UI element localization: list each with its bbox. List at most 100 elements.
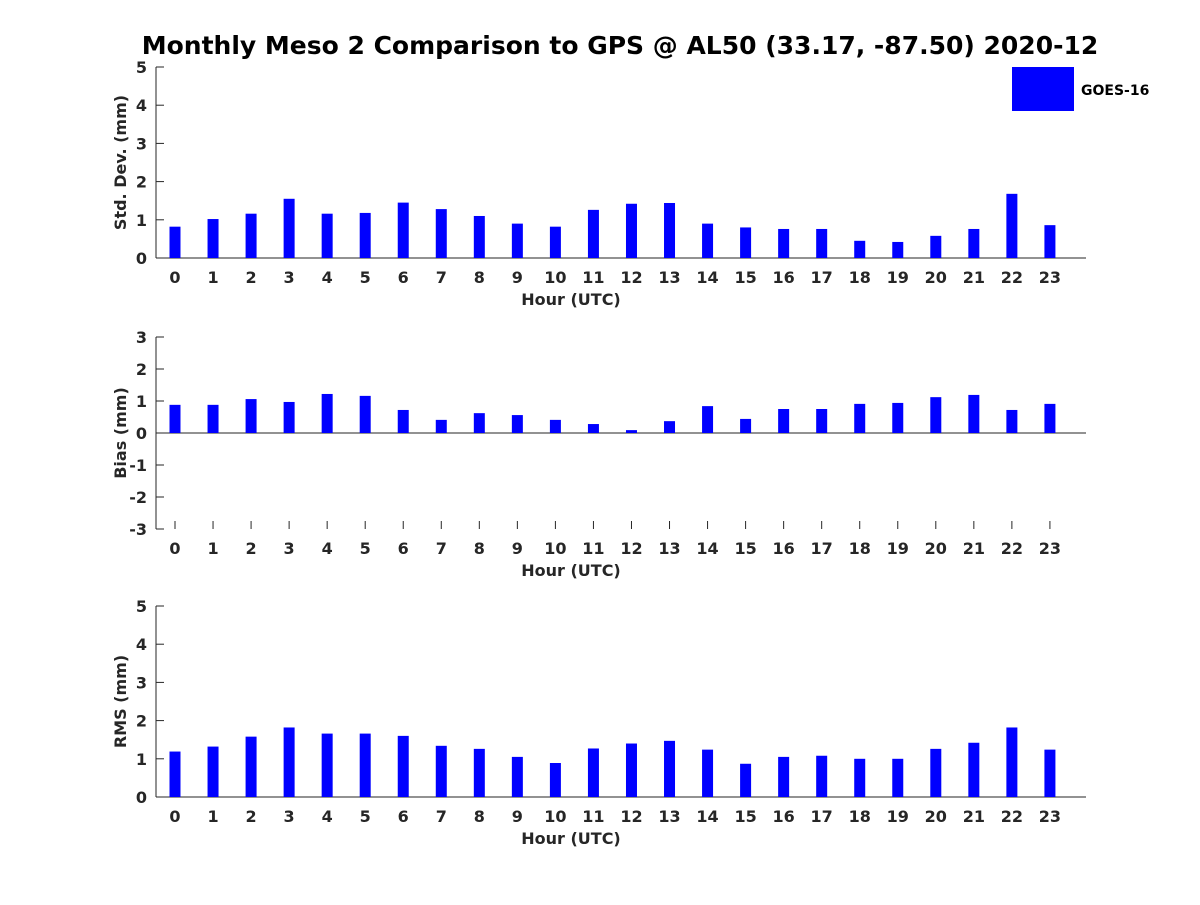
x-tick-label: 17	[811, 268, 833, 287]
x-tick-label: 17	[811, 807, 833, 826]
x-tick-label: 3	[284, 539, 295, 558]
x-tick-label: 4	[322, 539, 333, 558]
y-axis-label: RMS (mm)	[111, 655, 130, 748]
x-tick-label: 8	[474, 268, 485, 287]
x-tick-label: 19	[887, 807, 909, 826]
bar-hour-19	[892, 241, 904, 258]
bar-hour-18	[854, 240, 866, 258]
x-tick-label: 2	[246, 268, 257, 287]
bar-hour-2	[245, 736, 257, 797]
bar-hour-20	[930, 748, 942, 797]
bar-hour-17	[816, 409, 828, 433]
x-tick-label: 11	[582, 539, 604, 558]
x-tick-label: 9	[512, 539, 523, 558]
bar-hour-17	[816, 228, 828, 258]
bar-hour-16	[778, 228, 790, 258]
x-tick-label: 1	[207, 807, 218, 826]
x-tick-label: 1	[207, 539, 218, 558]
y-tick-label: 4	[136, 635, 147, 654]
y-tick-label: 5	[136, 58, 147, 77]
bar-hour-23	[1044, 749, 1056, 797]
bar-hour-14	[702, 223, 714, 258]
bar-hour-3	[283, 727, 295, 797]
bar-hour-14	[702, 749, 714, 797]
bar-hour-10	[549, 763, 561, 797]
x-tick-label: 12	[620, 539, 642, 558]
y-tick-label: 2	[136, 360, 147, 379]
series-goes-16	[169, 393, 1056, 433]
x-tick-label: 16	[773, 807, 795, 826]
x-tick-label: 14	[696, 807, 718, 826]
x-tick-label: 2	[246, 807, 257, 826]
x-tick-label: 5	[360, 539, 371, 558]
x-tick-label: 11	[582, 807, 604, 826]
bar-hour-1	[207, 219, 219, 258]
y-axis-label: Std. Dev. (mm)	[111, 95, 130, 230]
y-tick-label: 0	[136, 424, 147, 443]
bar-hour-23	[1044, 403, 1056, 433]
bar-hour-8	[473, 748, 485, 797]
bar-hour-11	[587, 424, 599, 433]
bar-hour-15	[740, 418, 752, 433]
bar-hour-1	[207, 746, 219, 797]
bar-hour-7	[435, 419, 447, 433]
bar-hour-6	[397, 409, 409, 433]
x-tick-label: 20	[925, 539, 947, 558]
bar-hour-16	[778, 756, 790, 797]
series-goes-16	[169, 193, 1056, 258]
bar-hour-9	[511, 756, 523, 797]
y-tick-label: 1	[136, 750, 147, 769]
bar-hour-19	[892, 758, 904, 797]
x-tick-label: 5	[360, 807, 371, 826]
bar-hour-5	[359, 395, 371, 433]
x-tick-label: 7	[436, 539, 447, 558]
bar-hour-5	[359, 733, 371, 797]
x-tick-label: 15	[734, 268, 756, 287]
x-tick-label: 6	[398, 268, 409, 287]
bar-hour-9	[511, 223, 523, 258]
x-tick-label: 18	[849, 539, 871, 558]
x-tick-label: 11	[582, 268, 604, 287]
x-tick-label: 7	[436, 268, 447, 287]
x-tick-label: 14	[696, 268, 718, 287]
bar-hour-7	[435, 209, 447, 258]
bar-hour-4	[321, 213, 333, 258]
bar-hour-12	[625, 430, 637, 433]
bar-hour-13	[664, 421, 676, 433]
bar-hour-18	[854, 403, 866, 433]
legend-swatch	[1012, 67, 1074, 111]
bar-hour-3	[283, 198, 295, 258]
x-tick-label: 23	[1039, 807, 1061, 826]
x-tick-label: 15	[734, 539, 756, 558]
bar-hour-10	[549, 226, 561, 258]
legend-label: GOES-16	[1081, 83, 1149, 99]
x-tick-label: 10	[544, 539, 566, 558]
bar-hour-20	[930, 397, 942, 433]
x-tick-label: 13	[658, 268, 680, 287]
x-tick-label: 10	[544, 807, 566, 826]
x-tick-label: 23	[1039, 539, 1061, 558]
bar-hour-10	[549, 419, 561, 433]
bar-hour-20	[930, 235, 942, 258]
x-tick-label: 16	[773, 268, 795, 287]
x-tick-label: 8	[474, 539, 485, 558]
bar-hour-14	[702, 406, 714, 433]
bar-hour-23	[1044, 225, 1056, 258]
x-axis-label: Hour (UTC)	[521, 561, 621, 580]
x-tick-label: 0	[169, 539, 180, 558]
y-tick-label: 3	[136, 134, 147, 153]
bar-hour-5	[359, 212, 371, 258]
x-tick-label: 19	[887, 539, 909, 558]
x-tick-label: 9	[512, 807, 523, 826]
bar-hour-6	[397, 735, 409, 797]
bar-hour-17	[816, 755, 828, 797]
bar-hour-15	[740, 763, 752, 797]
chart-title: Monthly Meso 2 Comparison to GPS @ AL50 …	[142, 31, 1099, 60]
x-tick-label: 2	[246, 539, 257, 558]
bar-hour-18	[854, 758, 866, 797]
x-tick-label: 3	[284, 807, 295, 826]
x-tick-label: 21	[963, 807, 985, 826]
y-tick-label: 4	[136, 96, 147, 115]
